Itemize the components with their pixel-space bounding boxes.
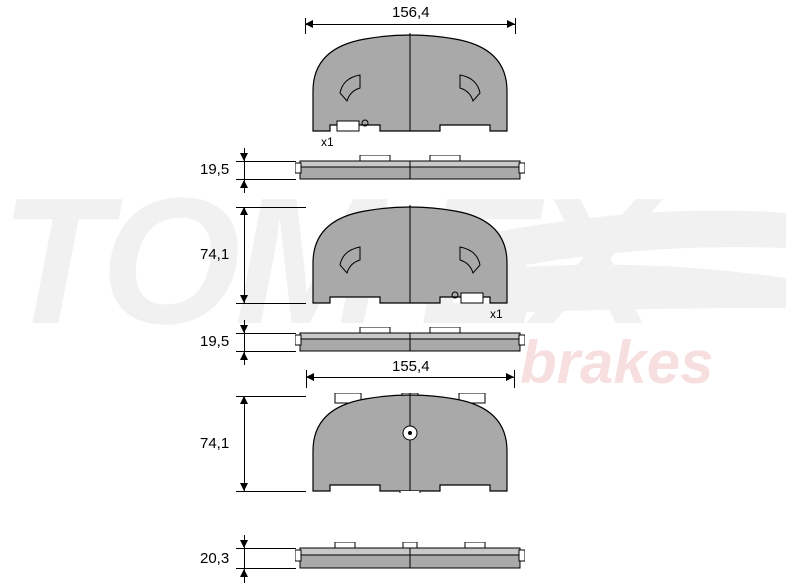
pad-top-face: [305, 33, 515, 133]
dim-bottom-thickness: 20,3: [200, 550, 229, 567]
dim-ext-line: [236, 161, 296, 162]
dim-arrow: [240, 153, 248, 161]
dim-arrow: [506, 373, 514, 381]
dim-arrow: [240, 569, 248, 577]
dim-arrow: [240, 483, 248, 491]
dim-ext-line: [236, 548, 296, 549]
dim-line: [305, 24, 515, 25]
dim-arrow: [240, 540, 248, 548]
pad-mid-side: [295, 327, 525, 353]
dim-arrow: [240, 295, 248, 303]
dim-line: [306, 377, 514, 378]
watermark-sub: brakes: [520, 329, 713, 396]
dim-ext-line: [236, 303, 306, 304]
annotation-x1-top: x1: [321, 135, 334, 149]
pad-lower-face: [305, 393, 515, 493]
pad-mid-face: [305, 205, 515, 305]
dim-top-width: 156,4: [392, 4, 430, 21]
dim-arrow: [240, 180, 248, 188]
dim-lower-height: 74,1: [200, 435, 229, 452]
annotation-x1-mid: x1: [490, 307, 503, 321]
dim-ext-line: [236, 491, 306, 492]
dim-ext-line: [236, 333, 296, 334]
pad-bottom-side: [295, 542, 525, 570]
dim-mid-thickness: 19,5: [200, 333, 229, 350]
dim-top-thickness: 19,5: [200, 161, 229, 178]
dim-ext-line: [514, 370, 515, 388]
dim-arrow: [240, 352, 248, 360]
dim-arrow: [240, 325, 248, 333]
dim-arrow: [306, 373, 314, 381]
dim-arrow: [507, 20, 515, 28]
dim-arrow: [240, 207, 248, 215]
dim-line: [244, 207, 245, 303]
dim-arrow: [305, 20, 313, 28]
dim-line: [244, 396, 245, 491]
dim-ext-line: [515, 18, 516, 34]
dim-arrow: [240, 396, 248, 404]
dim-mid-height: 74,1: [200, 246, 229, 263]
drawing-canvas: TOM EX brakes 156,4 x1: [0, 0, 786, 585]
pad-top-side: [295, 155, 525, 181]
dim-lower-width: 155,4: [392, 358, 430, 375]
